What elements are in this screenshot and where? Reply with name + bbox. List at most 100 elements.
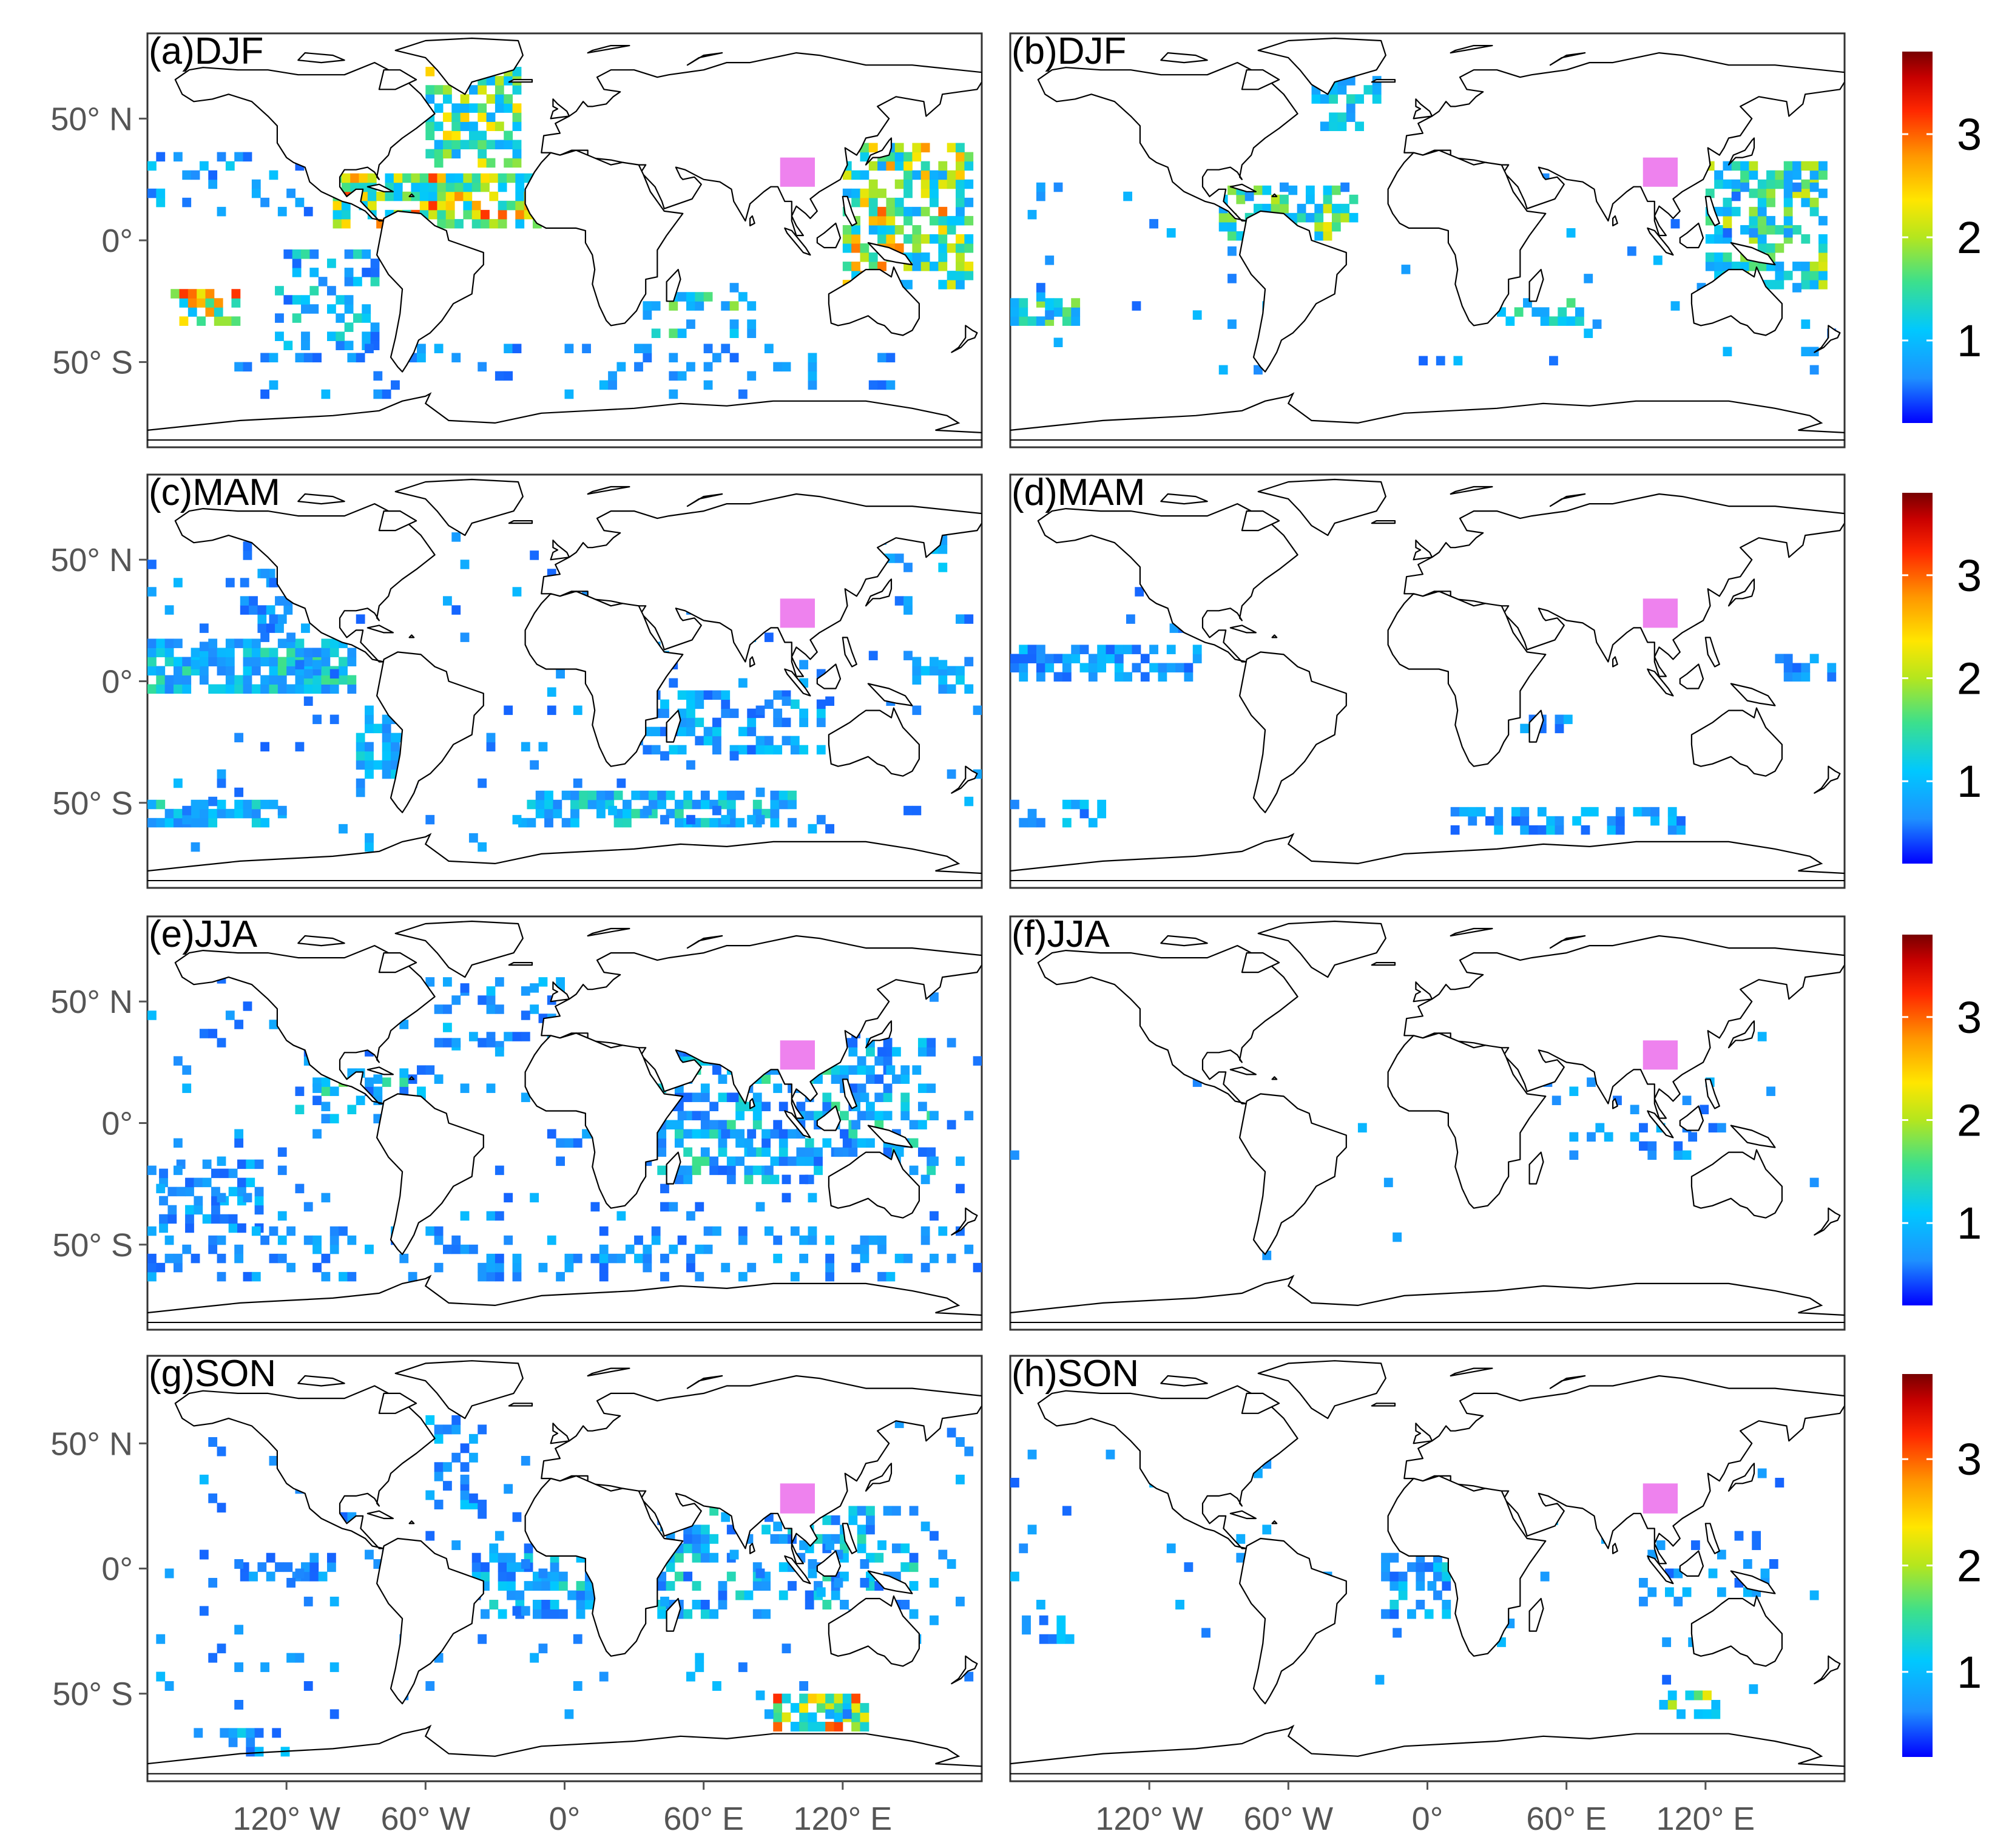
- grid-cell: [1827, 663, 1837, 672]
- grid-cell: [373, 1086, 383, 1096]
- grid-cell: [486, 94, 496, 104]
- grid-cell: [747, 726, 757, 737]
- landmass: [378, 952, 417, 973]
- grid-cell: [301, 331, 310, 341]
- grid-cell: [894, 553, 904, 563]
- grid-cell: [909, 1165, 919, 1176]
- grid-cell: [451, 112, 461, 122]
- grid-cell: [692, 1600, 701, 1610]
- landmass: [784, 227, 811, 256]
- grid-cell: [712, 726, 721, 737]
- grid-cell: [1818, 271, 1828, 280]
- grid-cell: [468, 833, 478, 843]
- grid-cell: [799, 1235, 809, 1245]
- grid-cell: [1323, 194, 1332, 205]
- grid-cell: [347, 648, 357, 657]
- grid-cell: [1201, 1628, 1210, 1638]
- grid-cell: [356, 778, 365, 788]
- grid-cell: [451, 149, 461, 159]
- grid-cell: [1775, 271, 1784, 280]
- target-region-marker: [1643, 598, 1678, 628]
- grid-cell: [573, 705, 582, 716]
- grid-cell: [243, 550, 252, 560]
- grid-cell: [512, 158, 522, 168]
- grid-cell: [1775, 179, 1784, 189]
- landmass: [1371, 520, 1396, 524]
- grid-cell: [669, 328, 678, 338]
- grid-cell: [1389, 1571, 1399, 1582]
- grid-cell: [938, 170, 948, 180]
- grid-cell: [1337, 85, 1347, 95]
- grid-cell: [686, 301, 695, 311]
- grid-cell: [634, 1235, 643, 1245]
- grid-cell: [1349, 194, 1359, 205]
- grid-cell: [185, 1223, 194, 1233]
- grid-cell: [164, 1568, 174, 1579]
- grid-cell: [735, 1138, 745, 1148]
- grid-cell: [695, 699, 704, 709]
- grid-cell: [616, 1253, 626, 1264]
- grid-cell: [790, 699, 800, 709]
- grid-cell: [1676, 825, 1686, 835]
- grid-cell: [718, 790, 728, 800]
- grid-cell: [1398, 1590, 1408, 1600]
- landmass: [1549, 493, 1586, 507]
- grid-cell: [964, 614, 974, 624]
- grid-cell: [327, 286, 336, 296]
- grid-cell: [677, 745, 687, 755]
- grid-cell: [709, 1552, 719, 1563]
- grid-cell: [454, 173, 464, 183]
- grid-cell: [956, 143, 965, 153]
- grid-cell: [891, 1074, 901, 1084]
- grid-cell: [735, 790, 745, 800]
- grid-cell: [752, 1581, 762, 1591]
- grid-cell: [321, 1253, 331, 1264]
- grid-cell: [156, 684, 166, 694]
- grid-cell: [1818, 243, 1828, 253]
- grid-cell: [199, 1549, 209, 1560]
- grid-cell: [860, 152, 869, 162]
- grid-cell: [677, 726, 687, 737]
- grid-cell: [211, 1168, 220, 1179]
- grid-cell: [156, 197, 166, 208]
- grid-cell: [507, 1590, 516, 1600]
- grid-cell: [938, 280, 948, 289]
- grid-cell: [703, 362, 713, 372]
- grid-cell: [489, 1600, 499, 1610]
- grid-cell: [947, 1038, 956, 1048]
- grid-cell: [964, 796, 974, 807]
- grid-cell: [1053, 298, 1063, 308]
- grid-cell: [460, 983, 470, 993]
- grid-cell: [938, 179, 948, 189]
- grid-cell: [1801, 280, 1811, 289]
- grid-cell: [243, 638, 252, 648]
- landmass: [666, 709, 681, 743]
- grid-cell: [1549, 316, 1558, 326]
- grid-cell: [709, 1129, 719, 1139]
- grid-cell: [1027, 808, 1037, 819]
- grid-cell: [437, 209, 447, 220]
- grid-cell: [1783, 161, 1793, 171]
- grid-cell: [173, 817, 183, 828]
- landmass: [1814, 325, 1841, 353]
- grid-cell: [1494, 825, 1504, 835]
- grid-cell: [1792, 170, 1801, 180]
- grid-cell: [1569, 1132, 1579, 1142]
- grid-cell: [903, 206, 913, 217]
- grid-cell: [570, 799, 579, 810]
- grid-cell: [179, 298, 189, 308]
- colorbar-tick-label: 2: [1957, 654, 1982, 704]
- grid-cell: [1323, 222, 1332, 232]
- grid-cell: [171, 289, 180, 299]
- grid-cell: [336, 331, 345, 341]
- grid-cell: [1485, 816, 1494, 826]
- grid-cell: [191, 660, 200, 669]
- grid-cell: [321, 638, 331, 648]
- grid-cell: [1546, 825, 1556, 835]
- grid-cell: [1132, 645, 1141, 654]
- grid-cell: [726, 1165, 736, 1176]
- grid-cell: [260, 675, 270, 685]
- grid-cell: [886, 353, 896, 363]
- grid-cell: [1053, 672, 1063, 682]
